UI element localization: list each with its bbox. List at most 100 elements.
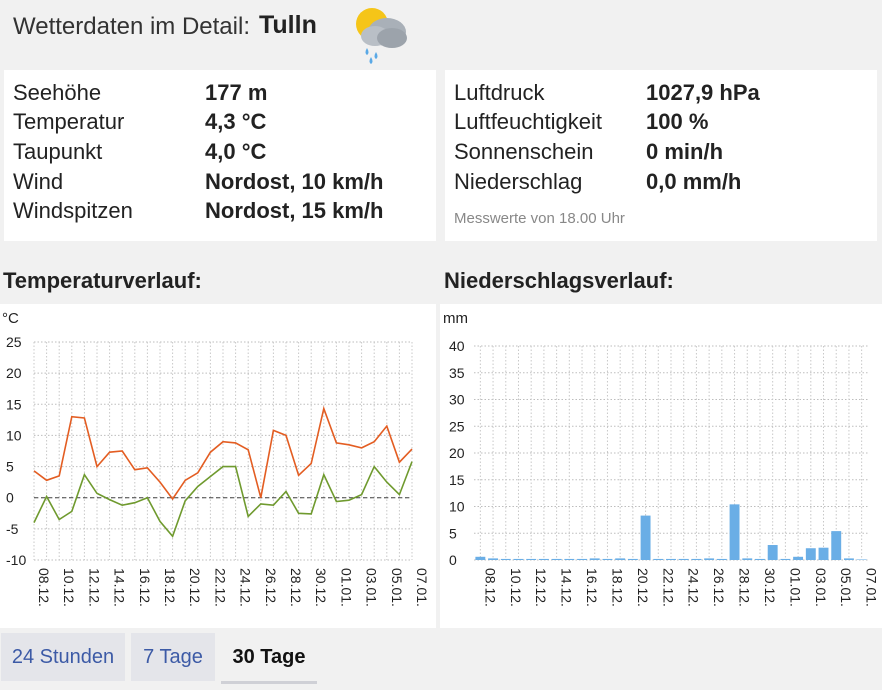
- precipitation-bar: [564, 558, 575, 560]
- x-tick-label: 24.12.: [238, 568, 254, 607]
- x-tick-label: 10.12.: [508, 568, 524, 607]
- precipitation-bar: [856, 559, 867, 560]
- x-tick-label: 03.01.: [364, 568, 380, 607]
- y-tick-label: 10: [449, 499, 465, 515]
- precipitation-bar: [780, 558, 791, 560]
- y-tick-label: 15: [449, 472, 465, 488]
- precipitation-bar: [615, 558, 626, 560]
- stat-value: 4,3 °C: [205, 109, 267, 134]
- precipitation-bar: [640, 515, 651, 560]
- x-tick-label: 05.01.: [389, 568, 405, 607]
- y-axis-unit: mm: [443, 310, 468, 327]
- precipitation-bar: [691, 558, 702, 560]
- x-tick-label: 28.12.: [737, 568, 753, 607]
- x-tick-label: 28.12.: [288, 568, 304, 607]
- stat-value: Nordost, 10 km/h: [205, 169, 384, 194]
- y-tick-label: 0: [449, 552, 457, 568]
- precipitation-bar: [742, 558, 753, 560]
- tab-30-tage[interactable]: 30 Tage: [221, 633, 317, 684]
- precipitation-bar: [627, 558, 638, 560]
- precipitation-bar: [666, 558, 676, 560]
- x-tick-label: 08.12.: [36, 568, 52, 607]
- city-name: Tulln: [259, 11, 317, 39]
- x-tick-label: 12.12.: [86, 568, 102, 607]
- precipitation-bar: [805, 548, 816, 560]
- x-tick-label: 26.12.: [263, 568, 279, 607]
- x-tick-label: 16.12.: [137, 568, 153, 607]
- measurement-note: Messwerte von 18.00 Uhr: [454, 210, 625, 227]
- x-tick-label: 08.12.: [482, 568, 498, 607]
- stat-value: 0,0 mm/h: [646, 169, 742, 194]
- x-tick-label: 30.12.: [762, 568, 778, 607]
- stat-label: Luftfeuchtigkeit: [454, 109, 602, 134]
- x-tick-label: 18.12.: [162, 568, 178, 607]
- stats-panel-left: Seehöhe 177 m Temperatur 4,3 °C Taupunkt…: [4, 70, 436, 241]
- stat-label: Seehöhe: [13, 80, 102, 105]
- precipitation-bar: [577, 558, 587, 560]
- x-tick-label: 01.01.: [338, 568, 354, 607]
- x-tick-label: 12.12.: [533, 568, 549, 607]
- x-tick-label: 07.01.: [864, 568, 880, 607]
- x-tick-label: 07.01.: [414, 568, 430, 607]
- y-tick-label: 0: [6, 490, 14, 506]
- partly-cloudy-rain-icon: [356, 8, 407, 64]
- x-tick-label: 22.12.: [660, 568, 676, 607]
- y-tick-label: 5: [6, 459, 14, 475]
- x-tick-label: 03.01.: [813, 568, 829, 607]
- y-tick-label: 25: [449, 418, 465, 434]
- y-tick-label: 35: [449, 365, 465, 381]
- stat-value: 1027,9 hPa: [646, 80, 760, 105]
- tab-24-stunden[interactable]: 24 Stunden: [1, 633, 125, 681]
- x-tick-label: 10.12.: [61, 568, 77, 607]
- tab-7-tage[interactable]: 7 Tage: [131, 633, 215, 681]
- x-tick-label: 24.12.: [686, 568, 702, 607]
- stat-label: Niederschlag: [454, 169, 583, 194]
- stat-label: Temperatur: [13, 109, 125, 134]
- y-tick-label: 40: [449, 338, 465, 354]
- x-tick-label: 30.12.: [313, 568, 329, 607]
- precipitation-bar: [500, 558, 511, 560]
- temperature-chart-title: Temperaturverlauf:: [3, 268, 202, 293]
- stat-value: Nordost, 15 km/h: [205, 198, 384, 223]
- precipitation-bar: [551, 558, 562, 560]
- header: Wetterdaten im Detail: Tulln: [0, 0, 882, 64]
- precipitation-bar: [602, 558, 613, 560]
- precipitation-bar: [475, 556, 486, 560]
- x-tick-label: 14.12.: [112, 568, 128, 607]
- stats-panel-right: Luftdruck 1027,9 hPa Luftfeuchtigkeit 10…: [445, 70, 877, 241]
- precipitation-bar: [589, 558, 600, 560]
- y-tick-label: 15: [6, 396, 22, 412]
- precipitation-bar: [653, 558, 664, 560]
- y-tick-label: 10: [6, 427, 22, 443]
- temperature-chart: °C 25 20 15 10 5 0 -5 -10 08.12. 10.12. 12.12. 14.12…: [0, 304, 436, 628]
- y-tick-label: 20: [449, 445, 465, 461]
- y-tick-label: -5: [6, 521, 19, 537]
- x-tick-label: 01.01.: [787, 568, 803, 607]
- stat-label: Taupunkt: [13, 139, 103, 164]
- x-tick-label: 20.12.: [635, 568, 651, 607]
- precipitation-bar: [767, 545, 778, 560]
- precipitation-bar: [704, 558, 715, 560]
- x-tick-label: 16.12.: [584, 568, 600, 607]
- precipitation-bar: [526, 558, 537, 560]
- precipitation-bar: [488, 558, 499, 560]
- precipitation-bar: [755, 558, 765, 560]
- x-tick-label: 26.12.: [711, 568, 727, 607]
- stat-label: Windspitzen: [13, 198, 133, 223]
- stat-label: Sonnenschein: [454, 139, 594, 164]
- precipitation-bar: [678, 558, 689, 560]
- y-tick-label: 20: [6, 365, 22, 381]
- x-tick-label: 20.12.: [187, 568, 203, 607]
- stat-value: 100 %: [646, 109, 709, 134]
- temperature-chart-svg: °C 25 20 15 10 5 0 -5 -10 08.12. 10.12. 12.12. 14.12…: [2, 310, 430, 607]
- precipitation-chart-svg: mm 40 35 30 25 20 15 10 5 0 08.12. 10.12. 12.12. 14.1…: [443, 310, 880, 607]
- stat-value: 0 min/h: [646, 139, 724, 164]
- precipitation-bar: [793, 556, 804, 560]
- precipitation-bar: [729, 504, 740, 560]
- x-tick-label: 14.12.: [559, 568, 575, 607]
- x-tick-label: 18.12.: [609, 568, 625, 607]
- y-axis-unit: °C: [2, 310, 19, 327]
- min-temperature-line: [33, 461, 413, 538]
- x-tick-label: 05.01.: [838, 568, 854, 607]
- y-tick-label: 5: [449, 525, 457, 541]
